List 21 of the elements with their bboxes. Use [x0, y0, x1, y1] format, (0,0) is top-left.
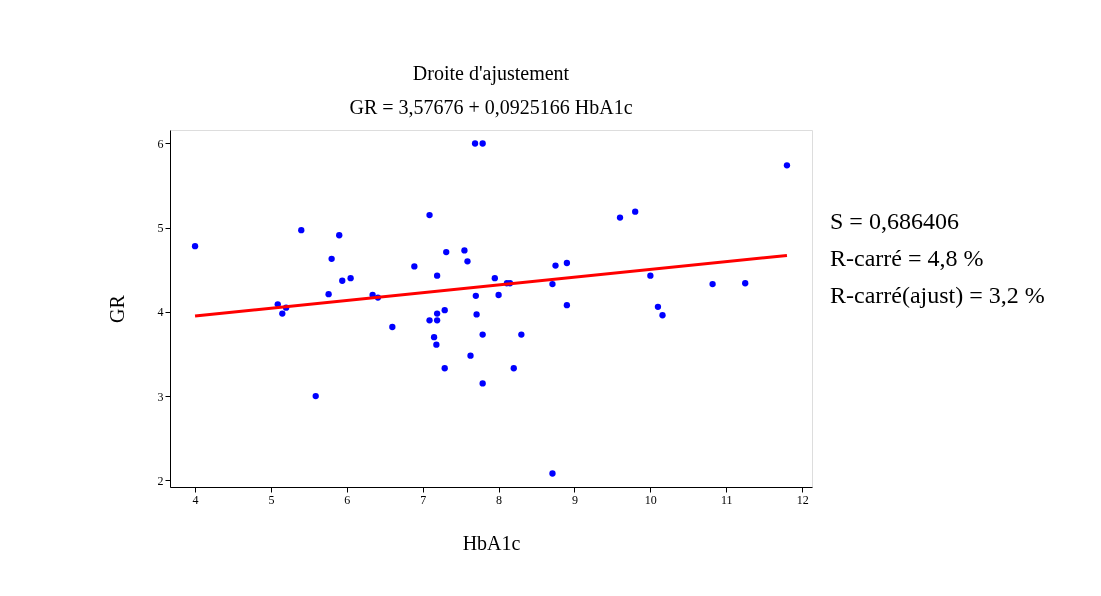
y-tick-label: 6: [157, 136, 164, 151]
x-tick-label: 11: [720, 492, 733, 507]
x-tick-label: 12: [796, 492, 809, 507]
chart-subtitle: GR = 3,57676 + 0,0925166 HbA1c: [349, 96, 633, 118]
x-axis-title: HbA1c: [462, 531, 521, 554]
text: S = 0,686406: [830, 208, 959, 234]
y-tick-label: 3: [157, 389, 164, 404]
x-tick-label: 9: [571, 492, 578, 507]
chart-title: Droite d'ajustement: [412, 62, 570, 85]
x-tick-label: 10: [644, 492, 657, 507]
y-tick-label: 2: [157, 473, 164, 488]
x-tick-label: 4: [192, 492, 199, 507]
y-tick-label: 5: [157, 221, 164, 236]
x-tick-label: 8: [496, 492, 503, 507]
y-tick-label: 4: [157, 305, 164, 320]
x-tick-label: 5: [268, 492, 275, 507]
x-tick-label: 6: [344, 492, 351, 507]
x-tick-label: 7: [420, 492, 427, 507]
text: R-carré(ajust) = 3,2 %: [830, 282, 1045, 308]
y-axis-title: GR: [105, 294, 128, 323]
text: R-carré = 4,8 %: [830, 245, 984, 271]
